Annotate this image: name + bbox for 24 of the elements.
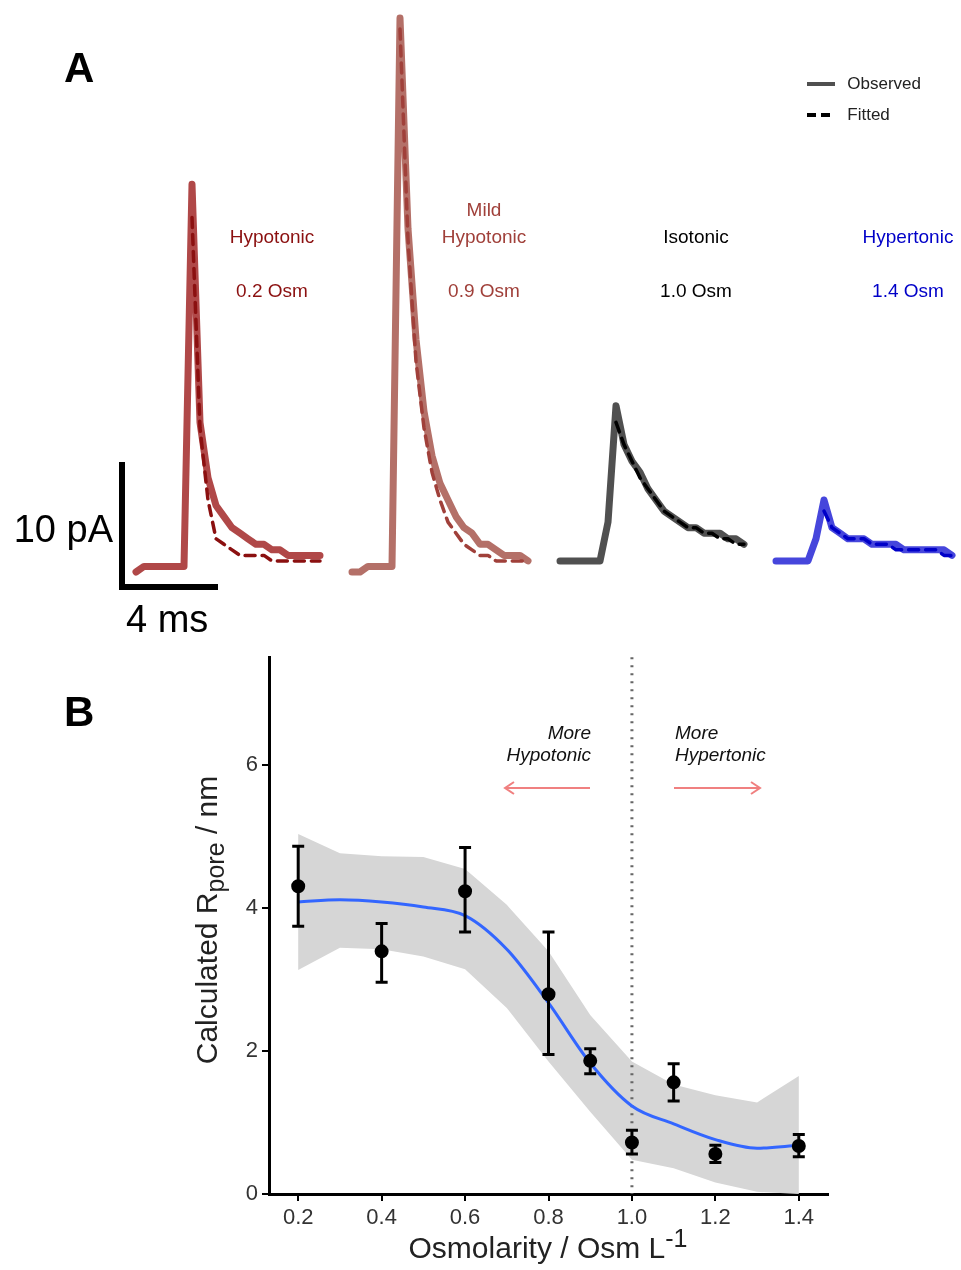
x-tick-label: 0.2 [282,1204,314,1230]
annotation: Hypertonic [862,226,954,248]
text: B [64,688,95,736]
annotation: Mild Hypotonic [440,198,528,249]
text: 10 pA [13,508,113,551]
x-tick-label: 1.4 [783,1204,815,1230]
annotation: 0.9 Osm [448,280,520,302]
x-tick-label: 1.2 [700,1204,731,1230]
annotation: Isotonic [663,226,729,248]
legend-label: Observed [847,73,921,94]
y-tick-label: 2 [245,1036,258,1062]
y-tick-label: 4 [245,893,258,919]
annotation: More Hypertonic [675,722,767,766]
annotation: More Hypotonic [505,722,591,766]
annotation: 1.4 Osm [872,280,944,302]
legend-label: Fitted [847,104,890,125]
annotation: 0.2 Osm [236,280,308,302]
x-tick-label: 0.4 [366,1204,397,1230]
annotation: Hypotonic [229,226,315,248]
text: A [64,44,95,92]
annotation: 1.0 Osm [660,280,732,302]
y-tick-label: 0 [245,1180,258,1206]
text: 4 ms [126,598,209,641]
y-tick-label: 6 [245,750,258,776]
